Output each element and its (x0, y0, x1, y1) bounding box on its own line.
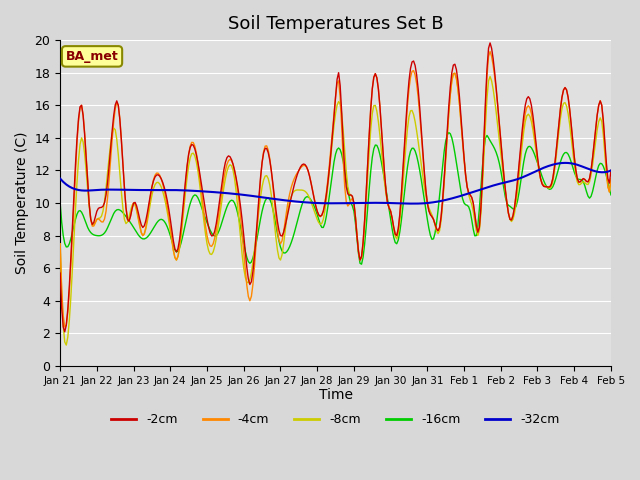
Text: BA_met: BA_met (66, 50, 118, 63)
Legend: -2cm, -4cm, -8cm, -16cm, -32cm: -2cm, -4cm, -8cm, -16cm, -32cm (106, 408, 564, 432)
X-axis label: Time: Time (319, 388, 353, 402)
Title: Soil Temperatures Set B: Soil Temperatures Set B (228, 15, 444, 33)
Y-axis label: Soil Temperature (C): Soil Temperature (C) (15, 132, 29, 274)
